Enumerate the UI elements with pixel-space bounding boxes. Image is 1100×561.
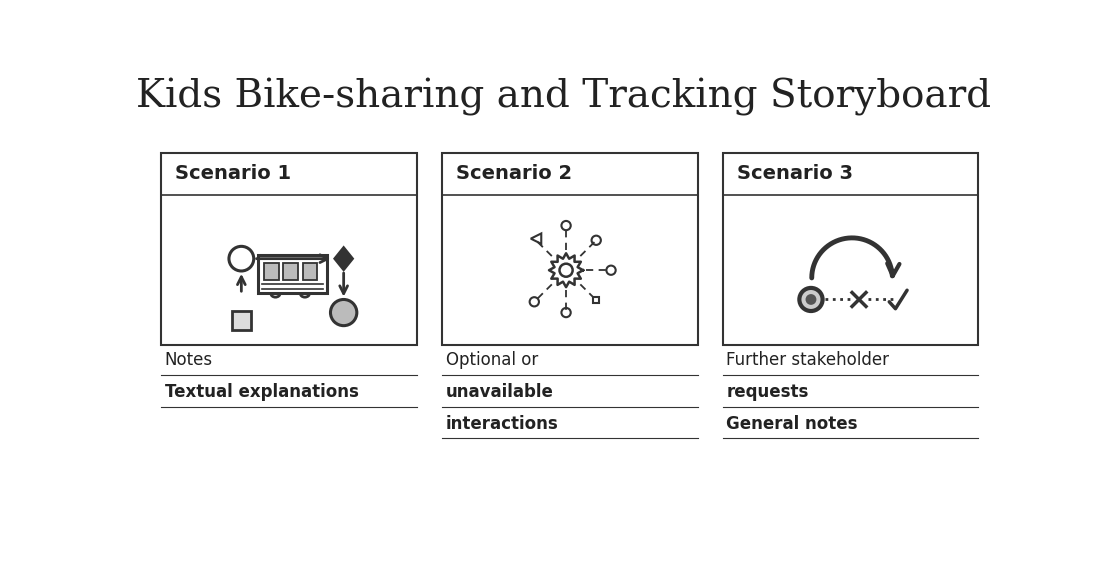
Text: Kids Bike-sharing and Tracking Storyboard: Kids Bike-sharing and Tracking Storyboar… [136,79,991,116]
FancyBboxPatch shape [161,153,417,345]
Circle shape [330,300,356,325]
Circle shape [805,294,816,305]
Text: unavailable: unavailable [446,383,553,401]
Text: interactions: interactions [446,415,559,433]
Text: General notes: General notes [726,415,858,433]
Text: Scenario 2: Scenario 2 [456,164,572,183]
Text: Scenario 3: Scenario 3 [737,164,852,183]
Text: Further stakeholder: Further stakeholder [726,351,890,370]
Text: Textual explanations: Textual explanations [165,383,359,401]
FancyBboxPatch shape [283,263,298,280]
FancyBboxPatch shape [258,255,327,293]
Circle shape [800,288,823,311]
Text: requests: requests [726,383,808,401]
FancyBboxPatch shape [442,153,697,345]
Text: Notes: Notes [165,351,212,370]
FancyBboxPatch shape [302,263,317,280]
Text: Optional or: Optional or [446,351,538,370]
Polygon shape [334,247,353,270]
FancyBboxPatch shape [723,153,978,345]
FancyBboxPatch shape [232,311,251,329]
FancyBboxPatch shape [264,263,278,280]
FancyBboxPatch shape [593,297,600,304]
Text: Scenario 1: Scenario 1 [175,164,290,183]
